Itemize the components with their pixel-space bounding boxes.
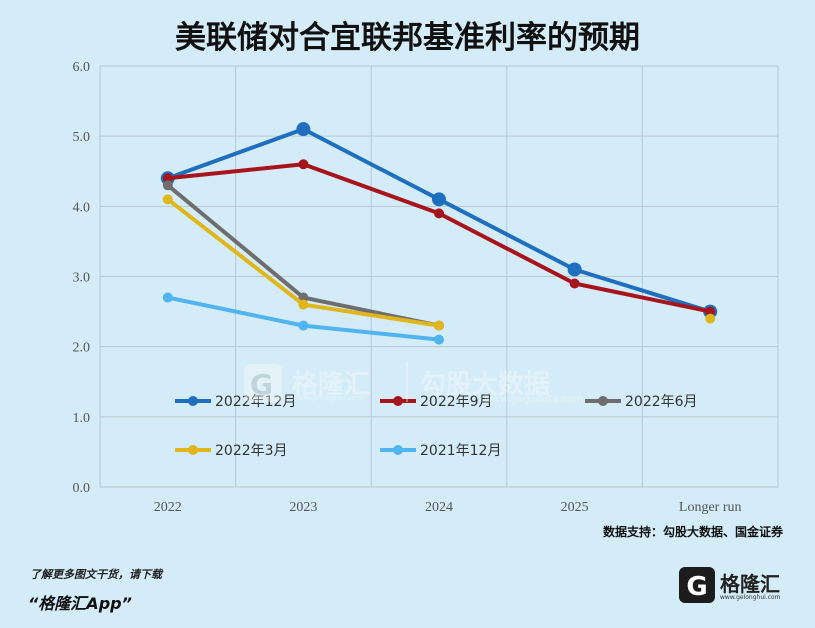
data-point [298, 320, 309, 331]
data-point [162, 173, 173, 184]
series-line [165, 162, 713, 314]
legend-item: 2021年12月 [380, 443, 501, 459]
x-tick-label: 2025 [561, 500, 589, 515]
legend-marker [393, 445, 403, 455]
x-tick-label: 2023 [289, 500, 317, 515]
series-3 [162, 194, 716, 331]
data-point [705, 313, 716, 324]
data-point [162, 180, 173, 191]
series-1 [162, 159, 716, 317]
data-point [434, 320, 444, 331]
data-point [162, 292, 173, 303]
y-tick-label: 2.0 [73, 341, 91, 356]
data-point [432, 192, 446, 207]
y-tick-label: 4.0 [73, 200, 91, 215]
legend-label: 2022年3月 [215, 443, 288, 459]
data-point [705, 306, 716, 317]
legend-item: 2022年6月 [585, 394, 698, 410]
chart-title: 美联储对合宜联邦基准利率的预期 [175, 20, 640, 56]
series-lines [160, 122, 718, 345]
legend-item: 2022年12月 [175, 394, 296, 410]
data-point [298, 292, 309, 303]
data-point [434, 334, 444, 345]
legend-label: 2022年6月 [625, 394, 698, 410]
legend-item: 2022年3月 [175, 443, 288, 459]
x-tick-label: Longer run [679, 500, 742, 515]
data-point [567, 262, 582, 277]
legend-marker [188, 445, 198, 455]
x-axis: 2022 2023 2024 2025 Longer run [154, 500, 742, 515]
series-0 [160, 122, 718, 319]
grid [99, 65, 779, 488]
legend-label: 2022年9月 [420, 394, 493, 410]
y-tick-label: 0.0 [73, 481, 91, 496]
legend-item: 2022年9月 [380, 394, 493, 410]
footer-app-name: “格隆汇App” [28, 594, 132, 613]
series-line [165, 127, 713, 314]
x-tick-label: 2022 [154, 500, 182, 515]
data-point [298, 299, 309, 310]
logo-text: 格隆汇 [720, 572, 780, 596]
y-tick-label: 6.0 [73, 60, 91, 75]
brand-logo: G 格隆汇 www.gelonghui.com [678, 566, 788, 606]
data-point [296, 122, 311, 137]
x-tick-label: 2024 [425, 500, 453, 515]
y-tick-label: 1.0 [73, 411, 91, 426]
y-tick-label: 3.0 [73, 271, 91, 286]
series-4 [162, 292, 444, 345]
legend-marker [393, 396, 403, 406]
legend: 2022年12月 2022年9月 2022年6月 2022年3月 2021年12月 [175, 394, 698, 459]
data-point [569, 278, 580, 289]
data-point [434, 208, 444, 219]
data-point [162, 194, 173, 205]
g-logo-icon: G [679, 567, 715, 603]
y-axis: 0.0 1.0 2.0 3.0 4.0 5.0 6.0 [73, 60, 91, 496]
legend-label: 2022年12月 [215, 394, 296, 410]
source-note: 数据支持：勾股大数据、国金证券 [602, 525, 783, 539]
svg-text:G: G [686, 572, 707, 602]
legend-marker [188, 396, 198, 406]
y-tick-label: 5.0 [73, 130, 91, 145]
logo-url: www.gelonghui.com [720, 594, 781, 601]
legend-label: 2021年12月 [420, 443, 501, 459]
footer-promo: 了解更多图文干货，请下载 [30, 568, 162, 581]
legend-marker [598, 396, 608, 406]
data-point [298, 159, 309, 170]
